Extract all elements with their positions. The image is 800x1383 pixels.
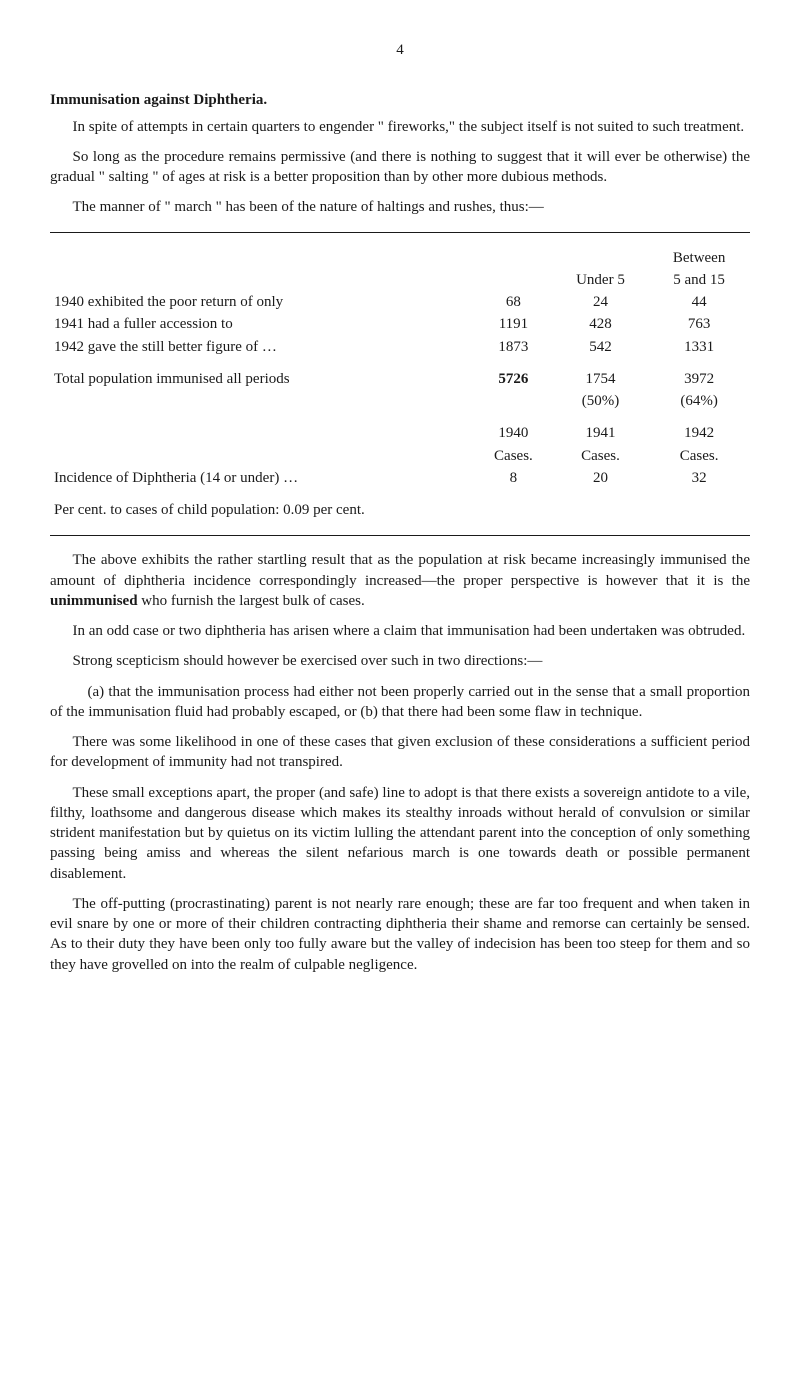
row-val: 68 [474, 291, 553, 313]
row-label: 1942 gave the still better figure of … [50, 336, 474, 358]
table-year-row: 1940 1941 1942 [50, 422, 750, 444]
data-table: Between Under 5 5 and 15 1940 exhibited … [50, 247, 750, 522]
table-pct-row: (50%) (64%) [50, 390, 750, 412]
body-paragraph-6: These small exceptions apart, the proper… [50, 783, 750, 884]
table-top-rule [50, 232, 750, 233]
page-number: 4 [50, 40, 750, 60]
table-total-row: Total population immunised all periods 5… [50, 368, 750, 390]
body-paragraph-2: In an odd case or two diphtheria has ari… [50, 621, 750, 641]
section-title: Immunisation against Diphtheria. [50, 90, 750, 110]
total-val: 5726 [474, 368, 553, 390]
row-val: 24 [553, 291, 648, 313]
row-val: 542 [553, 336, 648, 358]
table-header-row-2: Under 5 5 and 15 [50, 269, 750, 291]
cases-label: Cases. [648, 445, 750, 467]
total-val: 3972 [648, 368, 750, 390]
incidence-val: 20 [553, 467, 648, 489]
intro-paragraph-1: In spite of attempts in certain quarters… [50, 117, 750, 137]
body-paragraph-4: (a) that the immunisation process had ei… [50, 682, 750, 723]
body-paragraph-5: There was some likelihood in one of thes… [50, 732, 750, 773]
incidence-label: Incidence of Diphtheria (14 or under) … [50, 467, 474, 489]
table-row: 1942 gave the still better figure of … 1… [50, 336, 750, 358]
pct-val: (64%) [648, 390, 750, 412]
row-val: 1191 [474, 313, 553, 335]
row-val: 1331 [648, 336, 750, 358]
table-header-row-1: Between [50, 247, 750, 269]
row-val: 428 [553, 313, 648, 335]
header-between: Between [648, 247, 750, 269]
header-5and15: 5 and 15 [648, 269, 750, 291]
row-label: 1940 exhibited the poor return of only [50, 291, 474, 313]
row-val: 763 [648, 313, 750, 335]
body-paragraph-3: Strong scepticism should however be exer… [50, 651, 750, 671]
row-label: 1941 had a fuller accession to [50, 313, 474, 335]
body-paragraph-1: The above exhibits the rather startling … [50, 550, 750, 611]
table-footer: Per cent. to cases of child population: … [50, 499, 750, 521]
table-incidence-row: Incidence of Diphtheria (14 or under) … … [50, 467, 750, 489]
intro-paragraph-3: The manner of " march " has been of the … [50, 197, 750, 217]
cases-label: Cases. [474, 445, 553, 467]
year: 1942 [648, 422, 750, 444]
cases-label: Cases. [553, 445, 648, 467]
emphasis-unimmunised: unimmunised [50, 593, 138, 609]
pct-val: (50%) [553, 390, 648, 412]
table-row: 1940 exhibited the poor return of only 6… [50, 291, 750, 313]
table-footer-row: Per cent. to cases of child population: … [50, 499, 750, 521]
incidence-val: 8 [474, 467, 553, 489]
year: 1941 [553, 422, 648, 444]
table-row: 1941 had a fuller accession to 1191 428 … [50, 313, 750, 335]
table-bottom-rule [50, 535, 750, 536]
table-cases-row: Cases. Cases. Cases. [50, 445, 750, 467]
row-val: 44 [648, 291, 750, 313]
year: 1940 [474, 422, 553, 444]
row-val: 1873 [474, 336, 553, 358]
intro-paragraph-2: So long as the procedure remains permiss… [50, 147, 750, 188]
header-under5: Under 5 [553, 269, 648, 291]
total-label: Total population immunised all periods [50, 368, 474, 390]
incidence-val: 32 [648, 467, 750, 489]
total-val: 1754 [553, 368, 648, 390]
body-paragraph-7: The off-putting (procrastinating) parent… [50, 894, 750, 975]
